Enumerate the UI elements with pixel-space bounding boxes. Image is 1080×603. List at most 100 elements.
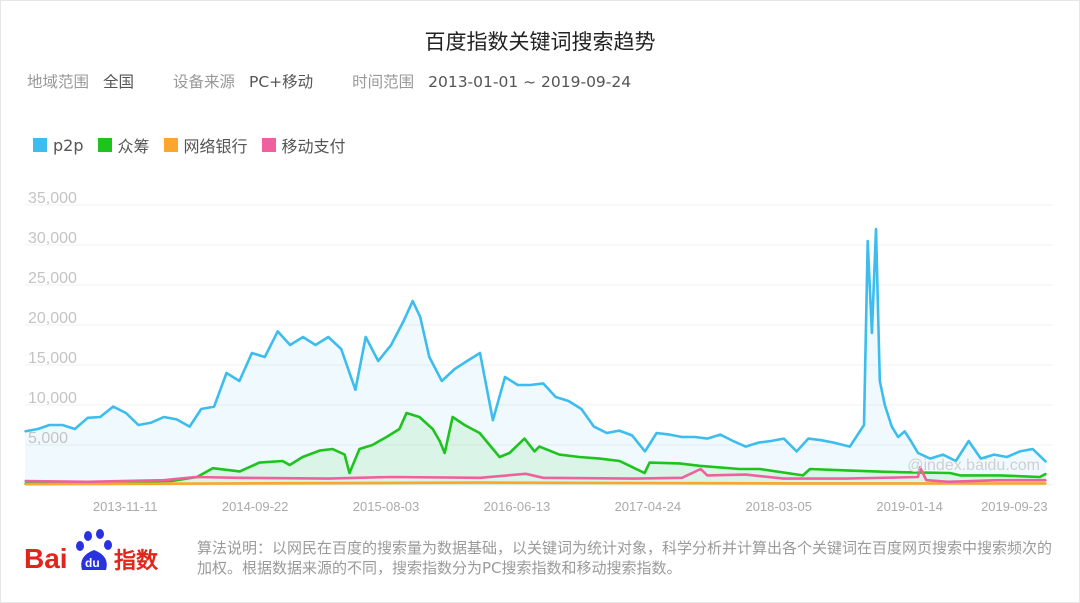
data-point <box>558 453 561 456</box>
data-point <box>917 452 919 454</box>
x-tick-label: 2017-04-24 <box>615 499 682 514</box>
data-point <box>770 440 772 442</box>
data-point <box>239 470 241 473</box>
watermark: @index.baidu.com <box>907 457 1040 474</box>
data-point <box>618 460 621 462</box>
data-point <box>213 405 215 408</box>
data-point <box>866 240 869 242</box>
legend-swatch <box>97 138 112 152</box>
data-point <box>466 360 468 362</box>
data-point <box>479 477 481 479</box>
data-point <box>1045 473 1047 475</box>
data-point <box>802 474 804 477</box>
data-point <box>898 471 901 474</box>
data-point <box>200 408 202 410</box>
data-point <box>871 332 873 334</box>
data-point <box>508 452 511 454</box>
legend-item-crowdfunding[interactable]: 众筹 <box>97 133 150 157</box>
svg-text:du: du <box>85 556 100 570</box>
data-point <box>150 421 153 424</box>
data-point <box>125 412 127 414</box>
data-point <box>318 449 321 452</box>
data-point <box>698 465 701 467</box>
data-point <box>517 384 519 386</box>
data-point <box>419 316 422 318</box>
data-point <box>999 474 1001 477</box>
data-point <box>554 396 557 398</box>
y-tick-label: 30,000 <box>28 230 77 247</box>
series-area-0 <box>25 229 1046 485</box>
data-point <box>993 453 995 456</box>
data-point <box>897 436 899 438</box>
x-tick-label: 2013-11-11 <box>93 499 158 514</box>
legend-swatch <box>163 138 178 152</box>
svg-text:Bai: Bai <box>24 543 68 574</box>
data-point <box>398 428 401 430</box>
data-point <box>699 468 702 470</box>
data-point <box>24 480 26 482</box>
data-point <box>441 380 443 382</box>
data-point <box>327 336 330 338</box>
data-point <box>137 424 140 426</box>
series-area-1 <box>25 413 1046 485</box>
data-point <box>212 467 214 470</box>
series-line-2[interactable] <box>24 481 1046 486</box>
data-point <box>783 437 785 440</box>
data-point <box>340 348 343 350</box>
data-point <box>411 300 414 302</box>
legend-item-mobile-payment[interactable]: 移动支付 <box>261 133 346 157</box>
y-tick-label: 10,000 <box>28 390 77 407</box>
data-point <box>225 372 228 374</box>
data-point <box>929 457 931 460</box>
legend-item-online-banking[interactable]: 网络银行 <box>163 133 248 157</box>
data-point <box>807 437 810 440</box>
data-point <box>288 464 291 466</box>
data-point <box>61 424 64 426</box>
data-point <box>163 416 165 418</box>
baidu-index-logo: Bai du 指数 <box>24 526 174 580</box>
data-point <box>644 450 646 453</box>
data-point <box>377 360 380 362</box>
x-tick-label: 2015-08-03 <box>353 499 420 514</box>
data-point <box>112 405 114 408</box>
data-point <box>631 434 633 437</box>
data-point <box>980 457 982 460</box>
y-tick-label: 25,000 <box>28 270 77 287</box>
data-point <box>849 445 851 448</box>
data-point <box>738 468 741 470</box>
data-point <box>1045 461 1047 463</box>
data-point <box>757 441 760 444</box>
region-label: 地域范围 <box>27 73 90 91</box>
data-point <box>598 457 601 460</box>
region-value: 全国 <box>103 73 135 91</box>
data-point <box>919 466 921 469</box>
data-point <box>732 440 734 442</box>
data-point <box>504 376 506 378</box>
data-point <box>428 356 431 358</box>
y-tick-label: 35,000 <box>28 190 77 207</box>
data-point <box>706 437 709 440</box>
data-point <box>453 368 456 370</box>
data-point <box>498 456 501 458</box>
data-point <box>1039 476 1041 478</box>
y-tick-label: 20,000 <box>28 310 77 327</box>
data-point <box>488 444 491 446</box>
legend-item-p2p[interactable]: p2p <box>33 136 84 155</box>
series-line-0[interactable] <box>24 227 1047 463</box>
data-point <box>258 461 261 464</box>
data-point <box>580 408 583 410</box>
data-point <box>678 462 681 465</box>
data-point <box>942 453 944 456</box>
page-title: 百度指数关键词搜索趋势 <box>424 30 656 54</box>
data-point <box>463 424 466 426</box>
data-point <box>251 352 253 354</box>
data-point <box>390 344 392 346</box>
data-point <box>631 477 633 480</box>
chart-legend: p2p 众筹 网络银行 移动支付 <box>33 133 346 157</box>
data-point <box>24 430 26 433</box>
data-point <box>820 439 822 442</box>
data-point <box>431 428 434 430</box>
data-point <box>997 479 999 482</box>
data-point <box>385 436 388 438</box>
data-point <box>24 483 26 486</box>
